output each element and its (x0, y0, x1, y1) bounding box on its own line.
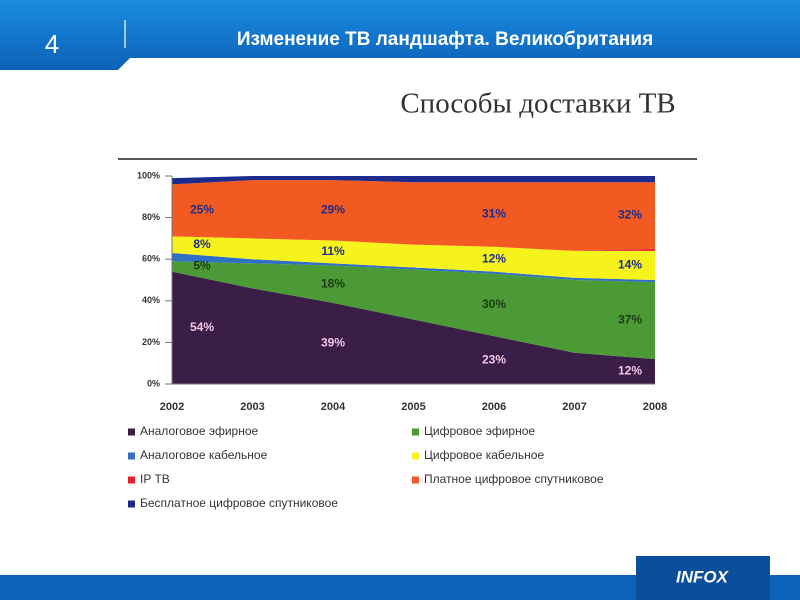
value-label: 37% (618, 313, 642, 327)
legend-swatch (128, 452, 135, 460)
value-label: 12% (618, 364, 642, 378)
value-label: 12% (482, 251, 506, 265)
y-tick-label: 0% (147, 378, 160, 388)
value-label: 14% (618, 258, 642, 272)
legend-label: IP ТВ (140, 472, 170, 486)
value-label: 39% (321, 336, 345, 350)
x-tick-label: 2002 (160, 401, 184, 413)
value-label: 54% (190, 320, 214, 334)
legend-swatch (128, 500, 135, 508)
y-tick-label: 80% (142, 212, 160, 222)
area (172, 236, 655, 280)
x-tick-label: 2008 (643, 401, 667, 413)
value-label: 18% (321, 276, 345, 290)
legend-label: Платное цифровое спутниковое (424, 472, 604, 486)
area (172, 180, 655, 251)
value-label: 29% (321, 202, 345, 216)
y-tick-label: 60% (142, 254, 160, 264)
chart-title: Способы доставки ТВ (400, 88, 675, 120)
slide-title: Изменение ТВ ландшафта. Великобритания (237, 29, 653, 50)
header-band (0, 0, 800, 70)
y-tick-label: 20% (142, 337, 160, 347)
y-tick-label: 100% (137, 170, 160, 180)
slide-number: 4 (45, 29, 59, 59)
value-label: 11% (321, 244, 345, 258)
value-label: 8% (193, 237, 211, 251)
chart: 0% 20% 40% 60% 80% 100% 2002 2003 2004 2005 2006 20… (128, 170, 667, 510)
legend-swatch (128, 428, 135, 436)
legend-label: Аналоговое кабельное (140, 448, 268, 462)
x-tick-label: 2006 (482, 401, 506, 413)
x-tick-label: 2003 (240, 401, 264, 413)
area (172, 261, 655, 360)
value-label: 23% (482, 352, 506, 366)
value-label: 30% (482, 297, 506, 311)
legend-swatch (128, 476, 135, 484)
value-label: 31% (482, 207, 506, 221)
legend-label: Цифровое эфирное (424, 424, 535, 438)
legend-label: Цифровое кабельное (424, 448, 544, 462)
legend-swatch (412, 428, 419, 436)
x-tick-label: 2005 (401, 401, 425, 413)
x-tick-label: 2004 (321, 401, 346, 413)
logo: INFOX (676, 567, 730, 586)
area (172, 271, 655, 384)
legend-label: Аналоговое эфирное (140, 424, 258, 438)
value-label: 5% (193, 259, 211, 273)
value-label: 25% (190, 202, 214, 216)
x-tick-label: 2007 (562, 401, 586, 413)
y-tick-label: 40% (142, 295, 160, 305)
logo-box (636, 556, 770, 600)
area (172, 176, 655, 185)
legend-swatch (412, 476, 419, 484)
value-label: 32% (618, 208, 642, 222)
legend-swatch (412, 452, 419, 460)
legend-label: Бесплатное цифровое спутниковое (140, 496, 338, 510)
